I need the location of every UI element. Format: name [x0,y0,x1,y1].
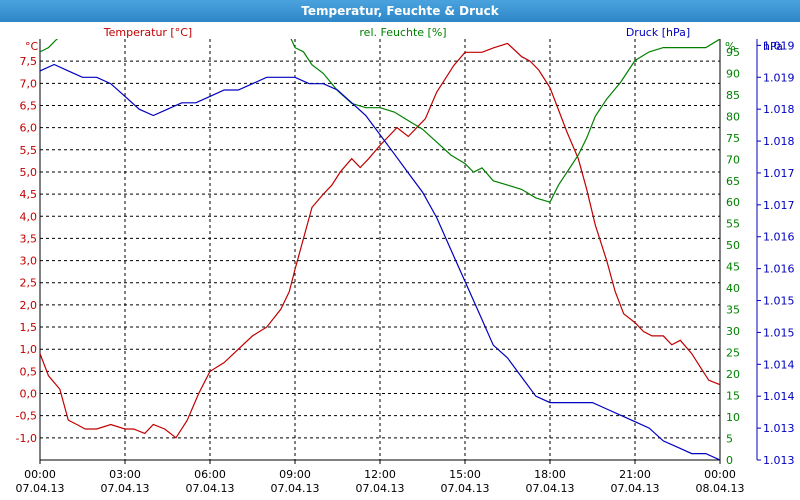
pressure-tick-label: 1.019 [763,71,795,84]
pressure-tick-label: 1.014 [763,390,795,403]
gridlines [40,39,720,460]
humidity-tick-label: 95 [726,46,740,59]
temperature-axis-label: Temperatur [°C] [103,26,192,39]
humidity-tick-label: 45 [726,261,740,274]
x-tick-time: 03:00 [109,468,141,481]
time-axis: 00:0007.04.1303:0007.04.1306:0007.04.130… [16,460,745,495]
x-tick-time: 15:00 [449,468,481,481]
humidity-tick-label: 80 [726,110,740,123]
pressure-axis: 1.013 1.013 1.014 1.014 1.015 1.015 1.016 1.016… [757,39,795,467]
humidity-tick-label: 15 [726,390,740,403]
x-tick-time: 00:00 [24,468,56,481]
chart-title: Temperatur, Feuchte & Druck [0,0,800,22]
humidity-tick-label: 20 [726,368,740,381]
temperature-tick-label: 7,0 [20,77,38,90]
humidity-tick-label: 0 [726,454,733,467]
pressure-tick-label: 1.017 [763,199,795,212]
humidity-tick-label: 70 [726,153,740,166]
humidity-unit: % [725,40,735,53]
pressure-unit: hPa [763,40,783,53]
x-tick-time: 09:00 [279,468,311,481]
x-tick-time: 12:00 [364,468,396,481]
x-tick-date: 07.04.13 [101,482,150,495]
humidity-tick-label: 50 [726,239,740,252]
temperature-tick-label: 2,5 [20,277,38,290]
humidity-axis: 0 5 10 15 20 25 30 35 40 45 50 55 60 65 70 75 80 85 90 95 [726,46,740,467]
humidity-tick-label: 75 [726,132,740,145]
pressure-tick-label: 1.017 [763,167,795,180]
pressure-tick-label: 1.013 [763,454,795,467]
pressure-tick-label: 1.014 [763,358,795,371]
chart-area: -1,0 -0,5 0,0 0,5 1,0 1,5 2,0 2,5 3,0 3,5 4,0 4,5 5,… [16,26,795,495]
x-tick-date: 07.04.13 [441,482,490,495]
x-tick-time: 00:00 [704,468,736,481]
temperature-tick-label: 3,0 [20,255,38,268]
x-tick-time: 06:00 [194,468,226,481]
humidity-tick-label: 35 [726,304,740,317]
pressure-tick-label: 1.019 [763,39,795,52]
x-tick-date: 07.04.13 [271,482,320,495]
temperature-tick-label: 5,0 [20,166,38,179]
temperature-tick-label: 2,0 [20,299,38,312]
pressure-axis-label: Druck [hPa] [626,26,690,39]
axis-lines [39,39,758,461]
temperature-tick-label: 7,5 [20,55,38,68]
series-lines [40,39,720,460]
pressure-line [40,63,720,460]
temperature-tick-label: 6,5 [20,99,38,112]
humidity-tick-label: 85 [726,89,740,102]
humidity-tick-label: 5 [726,433,733,446]
temperature-tick-label: 3,5 [20,232,38,245]
x-tick-date: 07.04.13 [526,482,575,495]
temperature-tick-label: -1,0 [16,432,37,445]
x-tick-time: 21:00 [619,468,651,481]
humidity-tick-label: 30 [726,325,740,338]
humidity-tick-label: 10 [726,411,740,424]
pressure-tick-label: 1.015 [763,295,795,308]
pressure-tick-label: 1.018 [763,135,795,148]
humidity-tick-label: 25 [726,347,740,360]
temperature-axis: -1,0 -0,5 0,0 0,5 1,0 1,5 2,0 2,5 3,0 3,5 4,0 4,5 5,… [16,55,37,445]
humidity-tick-label: 40 [726,282,740,295]
temperature-tick-label: 5,5 [20,144,38,157]
x-tick-date: 08.04.13 [696,482,745,495]
x-tick-date: 07.04.13 [356,482,405,495]
pressure-tick-label: 1.018 [763,103,795,116]
x-tick-date: 07.04.13 [16,482,65,495]
temperature-unit: °C [25,40,39,53]
pressure-tick-label: 1.015 [763,326,795,339]
temperature-tick-label: 1,5 [20,321,38,334]
humidity-tick-label: 60 [726,196,740,209]
x-tick-date: 07.04.13 [186,482,235,495]
pressure-tick-label: 1.013 [763,422,795,435]
temperature-tick-label: 4,5 [20,188,38,201]
temperature-tick-label: 6,0 [20,122,38,135]
temperature-tick-label: 0,5 [20,365,38,378]
temperature-tick-label: -0,5 [16,410,37,423]
x-tick-time: 18:00 [534,468,566,481]
temperature-tick-label: 0,0 [20,388,38,401]
pressure-tick-label: 1.016 [763,231,795,244]
humidity-tick-label: 90 [726,67,740,80]
pressure-tick-label: 1.016 [763,263,795,276]
temperature-tick-label: 1,0 [20,343,38,356]
humidity-tick-label: 65 [726,175,740,188]
humidity-axis-label: rel. Feuchte [%] [359,26,446,39]
humidity-tick-label: 55 [726,218,740,231]
x-tick-date: 07.04.13 [611,482,660,495]
temperature-line [40,42,720,439]
humidity-line [40,39,720,203]
temperature-tick-label: 4,0 [20,210,38,223]
